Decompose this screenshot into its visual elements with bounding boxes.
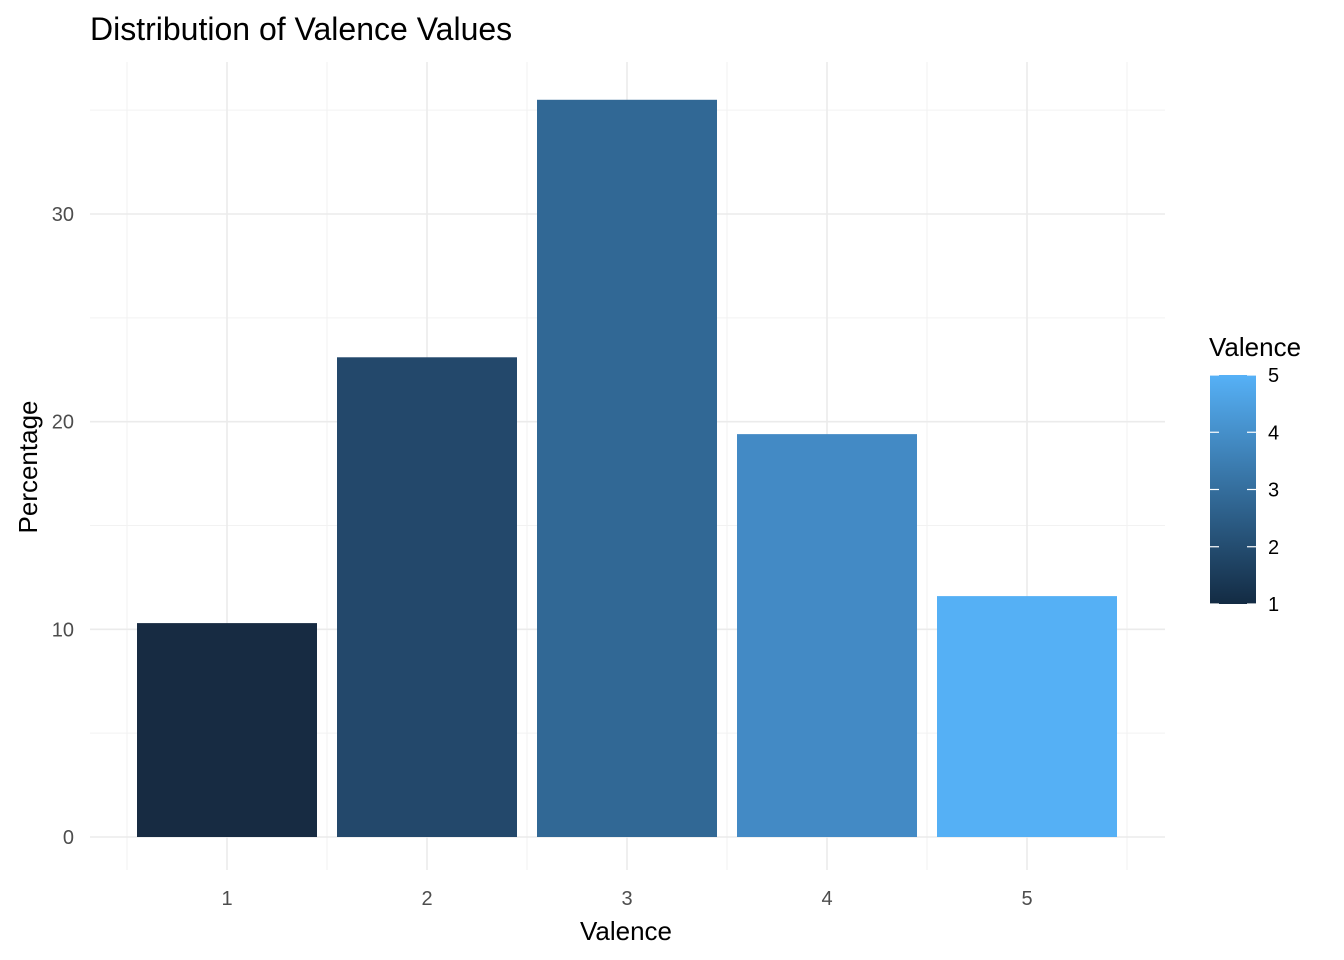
legend-label: 4 <box>1268 422 1279 444</box>
legend-ticks: 5 4 3 2 1 <box>1210 365 1279 616</box>
y-tick-label: 0 <box>63 827 74 849</box>
y-axis-title: Percentage <box>13 401 43 534</box>
x-tick-label: 1 <box>221 888 232 910</box>
bar-1 <box>137 623 317 837</box>
legend-label: 2 <box>1268 537 1279 559</box>
x-tick-label: 2 <box>421 888 432 910</box>
x-tick-label: 3 <box>621 888 632 910</box>
legend-label: 1 <box>1268 594 1279 616</box>
y-axis-ticks: 0 10 20 30 <box>52 204 74 849</box>
x-tick-label: 5 <box>1021 888 1032 910</box>
legend-label: 3 <box>1268 480 1279 502</box>
legend-label: 5 <box>1268 365 1279 387</box>
y-tick-label: 10 <box>52 619 74 641</box>
x-axis-title: Valence <box>580 916 672 946</box>
legend: Valence 5 4 3 2 1 <box>1209 332 1301 616</box>
bars <box>137 99 1117 838</box>
bar-2 <box>337 357 517 837</box>
y-tick-label: 30 <box>52 204 74 226</box>
y-tick-label: 20 <box>52 412 74 434</box>
legend-title: Valence <box>1209 332 1301 362</box>
bar-5 <box>937 596 1117 837</box>
bar-3 <box>537 99 717 838</box>
x-axis-ticks: 1 2 3 4 5 <box>221 888 1032 910</box>
chart-title: Distribution of Valence Values <box>90 11 512 47</box>
x-tick-label: 4 <box>821 888 832 910</box>
bar-4 <box>737 434 917 837</box>
